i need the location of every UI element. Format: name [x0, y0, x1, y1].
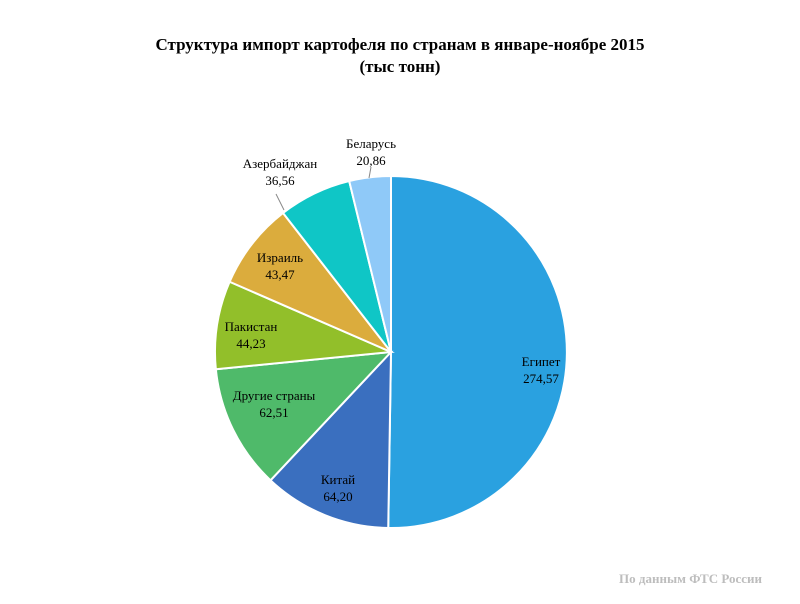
slice-label-name: Египет	[522, 354, 561, 369]
slice-label-value: 43,47	[265, 267, 295, 282]
leader-line	[275, 193, 285, 211]
slice-label-name: Китай	[321, 472, 355, 487]
pie-slice	[347, 174, 392, 353]
source-note: По данным ФТС России	[619, 571, 762, 586]
slice-label-name: Пакистан	[225, 319, 278, 334]
slice-label: Пакистан 44,23	[225, 319, 278, 351]
slice-label: Израиль 43,47	[257, 250, 303, 282]
chart-title: Структура импорт картофеля по странам в …	[0, 34, 800, 78]
slice-label-value: 62,51	[259, 405, 288, 420]
slice-label-name: Беларусь	[346, 136, 396, 151]
pie-slice	[269, 349, 393, 529]
pie-slice	[387, 174, 568, 529]
slice-label-value: 36,56	[265, 173, 295, 188]
chart-subtitle: (тыс тонн)	[359, 57, 441, 76]
slice-label-value: 64,20	[323, 489, 352, 504]
slice-label-name: Израиль	[257, 250, 303, 265]
slice-label-name: Азербайджан	[243, 156, 318, 171]
chart-title-line: Структура импорт картофеля по странам в …	[155, 35, 645, 54]
slice-label-name: Другие страны	[233, 388, 316, 403]
slice-label: Египет 274,57	[522, 354, 561, 386]
slice-label: Азербайджан 36,56	[243, 156, 318, 188]
slice-label: Китай 64,20	[321, 472, 355, 504]
slice-label-value: 20,86	[356, 153, 386, 168]
slice-label: Другие страны 62,51	[233, 388, 316, 420]
pie-slice	[214, 350, 394, 482]
slice-label-value: 274,57	[523, 371, 559, 386]
leader-line	[368, 166, 372, 179]
pie-slice	[214, 280, 395, 371]
slice-label-value: 44,23	[236, 336, 265, 351]
slice-label: Беларусь 20,86	[346, 136, 396, 168]
